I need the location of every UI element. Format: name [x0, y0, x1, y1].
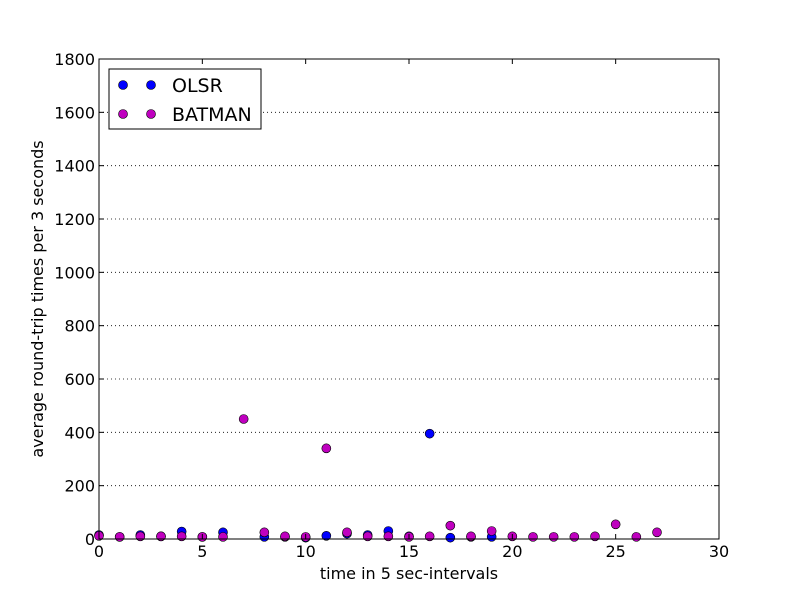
- x-axis-label: time in 5 sec-intervals: [320, 564, 498, 583]
- legend: OLSR BATMAN: [108, 68, 262, 130]
- y-tick-label: 400: [64, 423, 95, 442]
- y-tick-label: 1800: [54, 50, 95, 69]
- point-olsr: [424, 428, 435, 439]
- point-batman: [548, 532, 559, 542]
- data-points: [94, 414, 662, 543]
- y-tick-label: 1200: [54, 210, 95, 229]
- legend-box: [108, 68, 262, 130]
- point-batman: [238, 414, 249, 424]
- y-tick-label: 1400: [54, 157, 95, 176]
- legend-marker-olsr: [146, 80, 156, 90]
- legend-marker-batman: [146, 109, 156, 119]
- point-batman: [610, 519, 621, 530]
- y-axis-label: average round-trip times per 3 seconds: [28, 140, 47, 457]
- point-batman: [528, 532, 538, 542]
- point-batman: [445, 520, 456, 531]
- point-batman: [342, 527, 352, 538]
- point-batman: [631, 532, 642, 542]
- x-tick-label: 10: [295, 542, 315, 561]
- x-tick-label: 15: [399, 542, 419, 561]
- point-batman: [259, 527, 270, 538]
- x-tick-label: 0: [94, 542, 104, 561]
- x-tick-label: 5: [197, 542, 207, 561]
- point-olsr: [321, 530, 332, 541]
- y-axis-ticks: 0 200 400 600 800 1000 1200 1400 1600 1800: [54, 50, 719, 549]
- point-batman: [652, 527, 662, 538]
- point-batman: [321, 443, 332, 454]
- legend-label-olsr: OLSR: [172, 75, 223, 97]
- point-batman: [114, 532, 125, 542]
- point-olsr: [445, 532, 456, 543]
- y-tick-label: 800: [64, 317, 95, 336]
- legend-marker-olsr: [118, 80, 128, 90]
- y-tick-label: 0: [85, 530, 95, 549]
- legend-marker-batman: [118, 109, 128, 119]
- y-gridlines: [99, 111, 719, 487]
- point-batman: [486, 526, 497, 536]
- x-tick-label: 20: [502, 542, 522, 561]
- plot-frame: [98, 58, 720, 540]
- y-tick-label: 200: [64, 477, 95, 496]
- point-batman: [569, 532, 580, 542]
- x-tick-label: 30: [709, 542, 729, 561]
- y-tick-label: 600: [64, 370, 95, 389]
- x-tick-label: 25: [605, 542, 625, 561]
- point-batman: [218, 532, 228, 542]
- y-tick-label: 1000: [54, 263, 95, 282]
- y-tick-label: 1600: [54, 103, 95, 122]
- legend-label-batman: BATMAN: [172, 104, 252, 126]
- x-axis-ticks: 0 5 10 15 20 25 30: [94, 59, 729, 561]
